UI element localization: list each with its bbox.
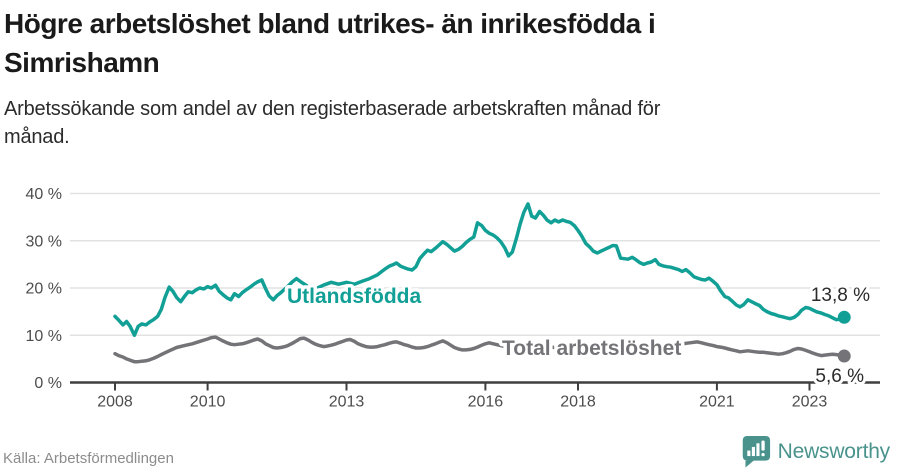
x-tick-label: 2013 <box>329 394 365 411</box>
gridlines <box>70 192 880 336</box>
y-tick-label: 10 % <box>26 328 62 345</box>
y-tick-label: 40 % <box>26 186 62 203</box>
page-title: Högre arbetslöshet bland utrikes- än inr… <box>4 8 656 78</box>
chart-canvas: 0 % 10 % 20 % 30 % 40 % 2008 2010 2013 2016 2018 2… <box>26 186 880 411</box>
series-label-total-arbetsloshet: Total arbetslöshet <box>502 337 681 360</box>
end-value-label-utlandsfodda: 13,8 % <box>811 285 870 306</box>
chart-subtitle: Arbetssökande som andel av den registerb… <box>4 98 661 148</box>
y-tick-label: 30 % <box>26 233 62 250</box>
tick-labels: 0 % 10 % 20 % 30 % 40 % 2008 2010 2013 2016 2018 2… <box>26 186 828 411</box>
x-tick-label: 2016 <box>468 394 504 411</box>
newsworthy-logo-icon <box>742 436 770 468</box>
end-dot-utlandsfodda <box>837 310 851 324</box>
line-chart: 0 % 10 % 20 % 30 % 40 % 2008 2010 2013 2016 2018 2… <box>0 163 900 425</box>
x-tick-label: 2018 <box>560 394 596 411</box>
data-lines <box>113 202 846 364</box>
x-axis <box>70 381 880 391</box>
y-tick-label: 0 % <box>34 375 62 392</box>
end-dot-total-arbetsloshet <box>837 349 851 363</box>
x-tick-label: 2008 <box>97 394 133 411</box>
newsworthy-brand-name: Newsworthy <box>777 439 891 463</box>
chart-header: Högre arbetslöshet bland utrikes- än inr… <box>4 4 884 151</box>
end-value-label-total: 5,6 % <box>815 366 864 387</box>
y-tick-label: 20 % <box>26 281 62 298</box>
series-label-utlandsfodda: Utlandsfödda <box>287 285 421 308</box>
newsworthy-brand: Newsworthy <box>740 435 890 468</box>
line-total-arbetsloshet <box>113 335 846 364</box>
source-attribution: Källa: Arbetsförmedlingen <box>3 450 174 467</box>
x-tick-label: 2023 <box>792 394 828 411</box>
line-utlandsfodda <box>113 202 846 338</box>
end-dots <box>837 310 851 363</box>
x-tick-label: 2021 <box>699 394 735 411</box>
x-tick-label: 2010 <box>190 394 226 411</box>
